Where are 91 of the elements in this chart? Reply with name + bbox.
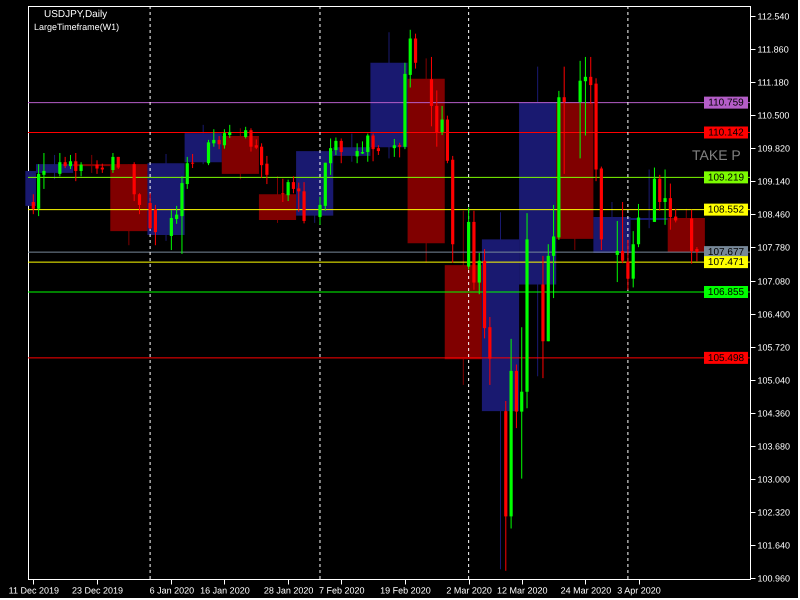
x-tick-label: 28 Jan 2020 [264,586,314,596]
candlestick [175,205,178,224]
candlestick [265,155,268,185]
candlestick [228,124,232,138]
candlestick [190,153,194,169]
x-tick-label: 12 Mar 2020 [496,586,548,596]
candlestick [392,138,396,158]
candlestick [254,138,258,150]
candlestick [74,152,78,182]
candlestick [658,174,662,212]
candlestick [154,204,158,246]
ref-line-label: 106.855 [708,287,745,298]
ref-line-label: 107.677 [708,247,745,258]
y-tick-label: 102.320 [758,508,790,518]
candlestick [222,128,226,150]
candlestick [218,136,221,150]
y-tick-label: 111.860 [758,44,789,55]
candlestick [589,56,592,105]
candlestick [616,220,619,283]
candlestick [360,140,364,154]
y-tick-label: 103.000 [758,474,790,485]
y-tick-label: 112.540 [758,12,790,22]
y-tick-label: 109.140 [758,176,790,187]
y-tick-label: 106.400 [758,310,790,320]
candlestick [292,176,296,194]
candlestick [329,138,332,176]
y-tick-label: 110.500 [758,110,790,121]
candlestick [100,163,104,174]
x-tick-label: 16 Jan 2020 [200,586,250,596]
candlestick [318,196,322,226]
candlestick [79,162,83,177]
candlestick [95,160,99,174]
candlestick [244,126,248,139]
candlestick [186,156,189,190]
candlestick [281,178,284,203]
text: LargeTimeframe(W1) [34,22,120,32]
candlestick [111,152,115,174]
candlestick [260,142,264,178]
candlestick [440,105,444,136]
y-tick-label: 108.460 [758,210,790,220]
candlestick [42,152,46,190]
candlestick [356,142,359,164]
candlestick [212,128,216,148]
x-tick-label: 3 Apr 2020 [617,586,661,596]
ref-line-label: 108.552 [708,204,745,216]
y-tick-label: 103.680 [758,442,790,452]
y-tick-label: 104.360 [758,408,790,419]
candlestick [58,152,62,177]
candlestick [376,144,380,156]
candlestick [286,179,290,202]
candlestick [206,139,210,166]
y-tick-label: 100.960 [758,574,790,584]
candlestick [398,142,402,158]
x-tick-label: 23 Dec 2019 [72,586,124,596]
y-tick-label: 105.040 [758,376,790,386]
x-tick-label: 11 Dec 2019 [8,586,59,596]
candlestick [32,194,35,215]
ref-line-label: 110.759 [708,98,744,109]
y-tick-label: 107.780 [758,242,790,253]
candlestick [620,202,624,264]
ref-line-label: 109.219 [708,172,745,184]
candlestick [663,169,667,226]
candlestick [674,208,678,223]
candlestick [520,326,524,480]
x-tick-label: 6 Jan 2020 [150,586,194,596]
ref-line-label: 105.498 [708,352,745,364]
ref-line-label: 107.471 [708,257,745,268]
candlestick [64,156,67,169]
y-tick-label: 111.180 [758,78,789,88]
ref-line-label: 110.142 [708,128,744,139]
candlestick [297,182,300,212]
x-tick-label: 19 Feb 2020 [380,586,431,596]
y-tick-label: 109.820 [758,144,790,154]
y-tick-label: 105.720 [758,342,790,353]
candlestick [170,210,173,251]
chart-title: USDJPY,Daily [44,9,108,20]
x-tick-label: 2 Mar 2020 [446,586,492,596]
candlestick [340,138,343,164]
x-tick-label: 24 Mar 2020 [560,586,612,596]
candlestick [626,239,630,290]
candlestick [334,136,338,156]
candlestick [116,156,120,170]
candlestick [668,183,672,230]
candlestick [366,133,370,162]
y-tick-label: 107.080 [758,276,790,287]
x-tick-label: 7 Feb 2020 [318,586,364,596]
candlestick [695,246,699,262]
annotation: TAKE P [692,147,741,163]
candlestick [138,192,142,215]
candlestick [578,60,582,159]
y-tick-label: 101.640 [758,540,790,551]
